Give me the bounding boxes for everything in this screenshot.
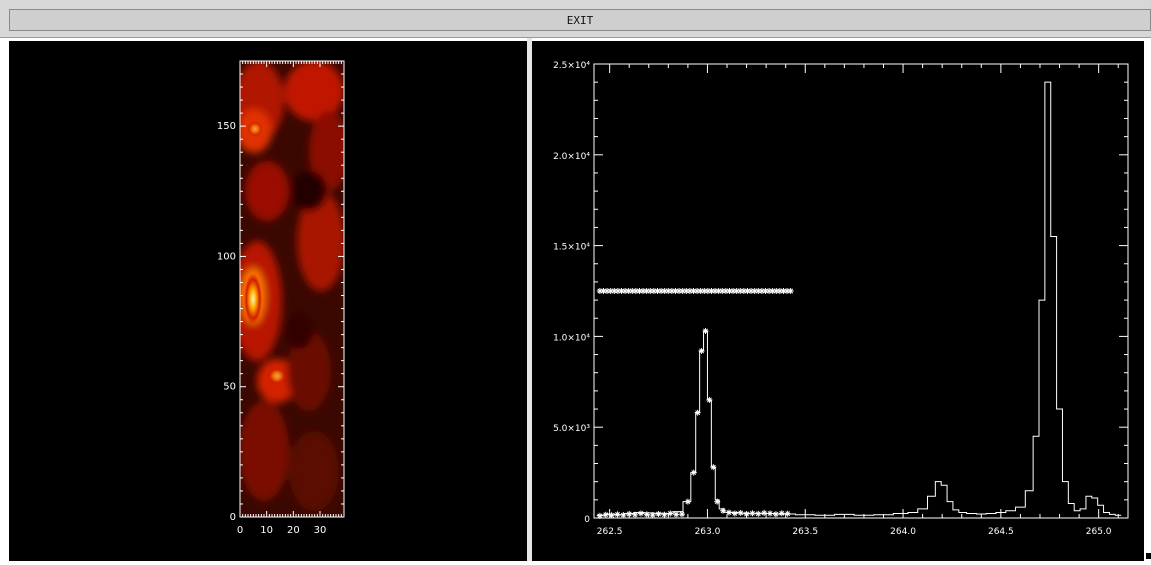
image-x-tick-label: 20 [287,525,300,536]
fit-point [661,511,668,518]
fit-point [620,512,627,519]
y-tick-label: 2.5×10⁴ [553,61,590,71]
level-marker [668,288,675,294]
exit-button[interactable]: EXIT [9,9,1151,31]
image-y-tick-label: 100 [217,251,236,262]
image-y-tick-label: 150 [217,121,236,132]
fit-point [602,511,609,518]
level-marker [640,288,647,294]
fit-point [632,511,639,518]
level-marker [643,288,650,294]
fit-point [755,510,762,517]
fit-point [643,511,650,518]
fit-point [772,511,779,518]
spectrum-histogram-line [596,81,1122,516]
level-marker [784,288,791,294]
panel-divider[interactable] [527,38,532,561]
fit-point [679,511,686,518]
x-tick-label: 265.0 [1086,527,1112,537]
fit-point [698,347,705,354]
x-tick-label: 264.0 [890,527,916,537]
fit-point [667,510,674,517]
level-marker [604,288,611,294]
level-marker [607,288,614,294]
toolbar: EXIT [0,0,1151,38]
level-marker [755,288,762,294]
fit-point [725,509,732,516]
level-marker [596,288,603,294]
plot-frame [593,63,1129,519]
image-x-tick-label: 10 [260,525,273,536]
level-marker [614,288,621,294]
fit-point [702,327,709,334]
intensity-image-plot: 0 50 100 150 0 10 20 30 [217,60,349,536]
fit-point [608,512,615,519]
fit-point [626,511,633,518]
fit-point [761,509,768,516]
image-y-tick-label: 0 [230,512,236,523]
fit-point [690,469,697,476]
image-y-tick-label: 50 [223,382,236,393]
fit-point [731,510,738,517]
level-marker [632,288,639,294]
fit-point [655,511,662,518]
fit-point [596,512,603,519]
fit-point [784,510,791,517]
fit-point [737,509,744,516]
level-marker [636,288,643,294]
level-marker [722,288,729,294]
y-tick-label: 1.0×10⁴ [553,333,590,343]
x-tick-label: 264.5 [988,527,1014,537]
fit-point [706,396,713,403]
fit-point [710,464,717,471]
x-tick-label: 263.5 [792,527,818,537]
fit-point [684,498,691,505]
image-x-tick-label: 0 [237,525,243,536]
x-tick-label: 262.5 [597,527,623,537]
y-tick-label: 1.5×10⁴ [553,243,590,253]
level-marker [672,288,679,294]
x-tick-label: 263.0 [695,527,721,537]
spectrum-chart: 0 5.0×10³ 1.0×10⁴ 1.5×10⁴ 2.0×10⁴ 2.5×10⁴ 262.… [553,61,1129,537]
y-tick-label: 5.0×10³ [553,424,590,434]
fit-point [694,409,701,416]
fit-point [743,511,750,518]
window-edge [1144,38,1151,561]
fit-point [778,510,785,517]
level-marker [683,288,690,294]
y-tick-label: 2.0×10⁴ [553,152,590,162]
level-marker [704,288,711,294]
image-panel: 0 50 100 150 0 10 20 30 [9,41,527,561]
fit-point [720,507,727,514]
level-marker [686,288,693,294]
y-tick-label: 0 [584,515,590,525]
level-marker [622,288,629,294]
fit-point [749,510,756,517]
level-marker [787,288,794,294]
intensity-image[interactable] [232,61,349,517]
fit-point [767,510,774,517]
fit-point [673,511,680,518]
image-x-tick-label: 30 [314,525,327,536]
fit-point [637,510,644,517]
fit-point [614,511,621,518]
level-marker [629,288,636,294]
level-marker [650,288,657,294]
level-marker [654,288,661,294]
fit-point [714,498,721,505]
fit-point [649,512,656,519]
spectrum-panel: 0 5.0×10³ 1.0×10⁴ 1.5×10⁴ 2.0×10⁴ 2.5×10⁴ 262.… [532,41,1144,561]
